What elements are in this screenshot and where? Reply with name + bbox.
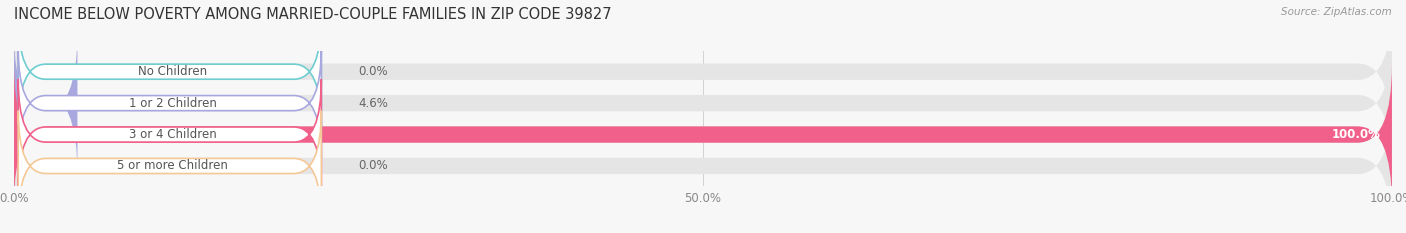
- Text: 3 or 4 Children: 3 or 4 Children: [128, 128, 217, 141]
- FancyBboxPatch shape: [18, 111, 322, 221]
- FancyBboxPatch shape: [18, 48, 322, 158]
- FancyBboxPatch shape: [14, 33, 1392, 174]
- FancyBboxPatch shape: [14, 64, 1392, 205]
- Text: INCOME BELOW POVERTY AMONG MARRIED-COUPLE FAMILIES IN ZIP CODE 39827: INCOME BELOW POVERTY AMONG MARRIED-COUPL…: [14, 7, 612, 22]
- Text: 0.0%: 0.0%: [359, 159, 388, 172]
- Text: 5 or more Children: 5 or more Children: [117, 159, 228, 172]
- Text: 0.0%: 0.0%: [359, 65, 388, 78]
- Text: 100.0%: 100.0%: [1331, 128, 1381, 141]
- FancyBboxPatch shape: [18, 79, 322, 190]
- FancyBboxPatch shape: [18, 16, 322, 127]
- FancyBboxPatch shape: [14, 64, 1392, 205]
- Text: 4.6%: 4.6%: [359, 97, 388, 110]
- Text: 1 or 2 Children: 1 or 2 Children: [128, 97, 217, 110]
- Text: Source: ZipAtlas.com: Source: ZipAtlas.com: [1281, 7, 1392, 17]
- FancyBboxPatch shape: [14, 1, 1392, 142]
- FancyBboxPatch shape: [14, 33, 77, 174]
- FancyBboxPatch shape: [14, 96, 1392, 233]
- Text: No Children: No Children: [138, 65, 207, 78]
